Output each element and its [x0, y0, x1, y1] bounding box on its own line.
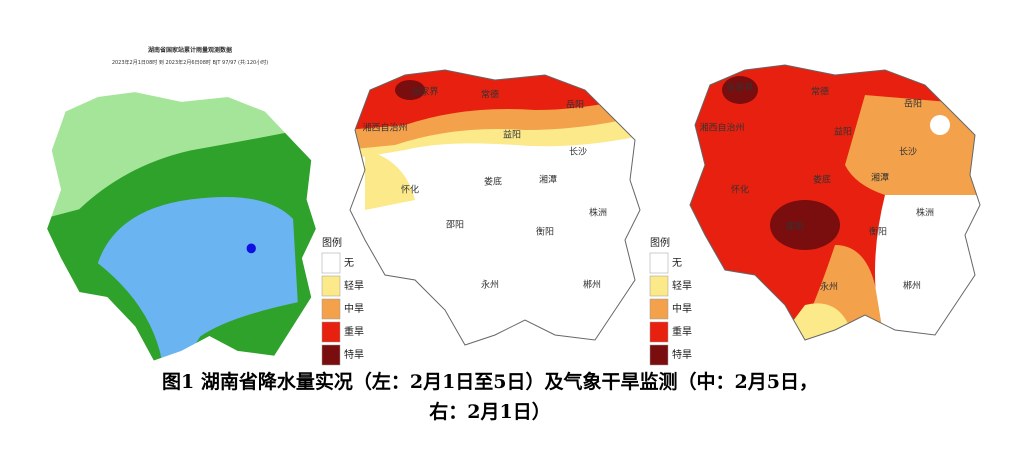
city-label: 衡阳: [536, 226, 554, 238]
city-label: 张家界: [726, 82, 753, 94]
city-label: 岳阳: [566, 99, 584, 111]
city-label: 怀化: [401, 184, 419, 196]
legend-swatch: [649, 298, 669, 320]
legend-label: 轻旱: [672, 279, 692, 292]
city-label: 株洲: [589, 207, 607, 219]
legend-swatch: [649, 275, 669, 297]
city-label: 怀化: [731, 184, 749, 196]
caption-line: 右：2月1日）: [428, 400, 550, 423]
legend-label: 特旱: [672, 349, 692, 361]
city-label: 岳阳: [904, 98, 922, 110]
city-label: 郴州: [583, 279, 601, 291]
city-label: 邵阳: [786, 222, 804, 233]
legend-swatch: [321, 275, 341, 297]
city-label: 衡阳: [869, 226, 887, 238]
city-label: 湘西自治州: [699, 122, 744, 134]
city-label: 湘潭: [539, 174, 557, 186]
legend-label: 重旱: [344, 325, 364, 338]
legend-title: 图例: [322, 236, 342, 249]
city-label: 长沙: [899, 146, 917, 158]
city-label: 郴州: [903, 280, 921, 292]
city-label: 常德: [811, 86, 829, 98]
legend-swatch: [321, 344, 341, 366]
city-label: 邵阳: [446, 220, 464, 231]
legend-title: 图例: [650, 236, 670, 249]
city-label: 张家界: [411, 86, 438, 98]
legend-swatch: [321, 252, 341, 274]
legend-label: 无: [344, 258, 354, 269]
city-label: 常德: [481, 89, 499, 101]
city-label: 长沙: [569, 146, 587, 158]
city-label: 湘西自治州: [362, 122, 407, 134]
legend-swatch: [649, 321, 669, 343]
left-map-title: 湖南省国家站累计雨量观测数据: [148, 46, 232, 54]
legend-label: 中旱: [672, 302, 692, 315]
city-label: 益阳: [834, 126, 852, 138]
left-map-subtitle: 2023年2月1日08时 到 2023年2月6日08时 BJT 97/97 (共…: [112, 59, 268, 66]
legend-swatch: [321, 298, 341, 320]
city-label: 娄底: [484, 176, 502, 188]
legend-label: 轻旱: [344, 279, 364, 292]
city-label: 株洲: [916, 207, 934, 219]
city-label: 湘潭: [871, 172, 889, 184]
legend-label: 特旱: [344, 349, 364, 361]
legend-swatch: [649, 252, 669, 274]
precip-map: [46, 91, 317, 362]
legend-label: 重旱: [672, 325, 692, 338]
legend-label: 中旱: [344, 302, 364, 315]
caption-line: 图1 湖南省降水量实况（左：2月1日至5日）及气象干旱监测（中：2月5日，: [162, 370, 818, 393]
legend-swatch: [321, 321, 341, 343]
city-label: 娄底: [813, 174, 831, 186]
legend-swatch: [649, 344, 669, 366]
city-label: 永州: [820, 281, 838, 293]
city-label: 益阳: [503, 129, 521, 141]
legend-label: 无: [672, 258, 682, 269]
city-label: 永州: [481, 279, 499, 291]
